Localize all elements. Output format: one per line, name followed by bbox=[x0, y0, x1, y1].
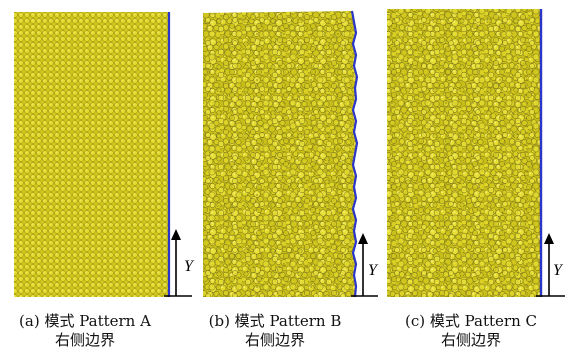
y-axis-label-a: Y bbox=[184, 258, 195, 275]
caption-a-title: (a) 模式 Pattern A bbox=[19, 312, 151, 330]
particle-overlay-c bbox=[387, 9, 541, 297]
caption-c-subtitle: 右侧边界 bbox=[440, 331, 501, 349]
particle-region-a bbox=[14, 12, 169, 297]
caption-c-title: (c) 模式 Pattern C bbox=[404, 312, 537, 330]
y-axis-arrow-a: Y bbox=[164, 229, 195, 297]
panel-a: Y bbox=[14, 12, 195, 297]
caption-b: (b) 模式 Pattern B 右侧边界 bbox=[190, 312, 360, 350]
y-axis-label-c: Y bbox=[553, 262, 564, 279]
particle-overlay-b bbox=[203, 11, 357, 297]
caption-c: (c) 模式 Pattern C 右侧边界 bbox=[376, 312, 566, 350]
y-axis-arrow-b: Y bbox=[351, 233, 379, 297]
y-axis-label-b: Y bbox=[368, 262, 379, 279]
panel-c: Y bbox=[387, 9, 565, 297]
panel-b: Y bbox=[203, 10, 379, 298]
right-boundary-b bbox=[350, 10, 359, 298]
y-axis-arrow-c: Y bbox=[536, 233, 565, 297]
caption-b-title: (b) 模式 Pattern B bbox=[208, 312, 342, 330]
caption-a: (a) 模式 Pattern A 右侧边界 bbox=[0, 312, 170, 350]
caption-b-subtitle: 右侧边界 bbox=[244, 331, 305, 349]
caption-a-subtitle: 右侧边界 bbox=[54, 331, 115, 349]
